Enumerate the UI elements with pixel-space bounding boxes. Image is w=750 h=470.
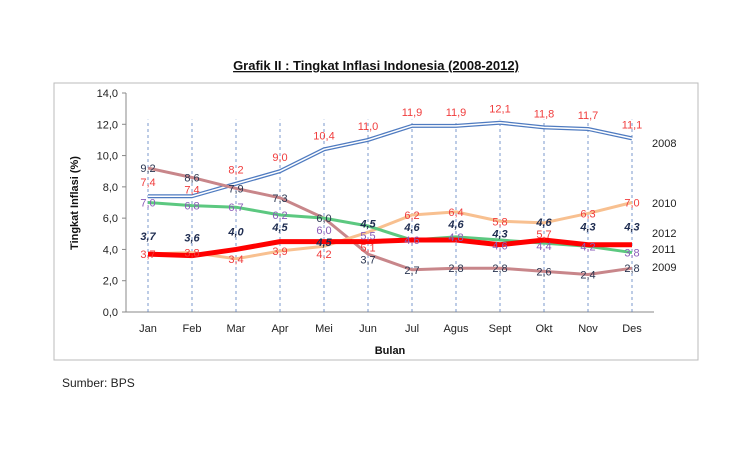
data-label-2008: 7,4 xyxy=(140,177,155,189)
data-label-2010: 3,9 xyxy=(272,246,287,258)
data-label-2008: 10,4 xyxy=(313,130,334,142)
data-label-2012: 4,0 xyxy=(227,226,244,238)
data-label-2011: 4,6 xyxy=(492,240,507,252)
data-label-2011: 6,7 xyxy=(228,202,243,214)
series-line-2010 xyxy=(147,201,633,261)
x-tick-label: Des xyxy=(622,323,642,335)
data-label-2010: 5,8 xyxy=(492,216,507,228)
x-tick-label: Apr xyxy=(271,323,288,335)
data-label-2011: 7,0 xyxy=(140,198,155,210)
data-label-2011: 5,5 xyxy=(360,231,375,243)
data-label-2012: 3,6 xyxy=(184,233,200,245)
data-label-2009: 8,6 xyxy=(184,172,199,184)
x-tick-label: Jul xyxy=(405,323,419,335)
data-label-2009: 3,7 xyxy=(360,255,375,267)
x-tick-label: Jan xyxy=(139,323,157,335)
legend-label-2010: 2010 xyxy=(652,198,676,210)
data-label-2009: 2,4 xyxy=(580,269,595,281)
y-tick-label: 12,0 xyxy=(97,119,118,131)
y-tick-label: 0,0 xyxy=(103,307,118,319)
data-label-2012: 4,6 xyxy=(403,222,420,234)
y-tick-label: 6,0 xyxy=(103,213,118,225)
series-line-2011 xyxy=(147,201,633,255)
y-tick-label: 10,0 xyxy=(97,151,118,163)
legend-label-2008: 2008 xyxy=(652,138,676,150)
data-label-2011: 3,8 xyxy=(624,248,639,260)
x-tick-label: Sept xyxy=(489,323,512,335)
x-tick-label: Mei xyxy=(315,323,333,335)
data-label-2009: 2,8 xyxy=(492,263,507,275)
data-label-2010: 6,3 xyxy=(580,208,595,220)
x-tick-label: Jun xyxy=(359,323,377,335)
y-axis-label: Tingkat Inflasi (%) xyxy=(69,156,81,250)
x-axis-label: Bulan xyxy=(375,345,406,357)
data-label-2009: 6,0 xyxy=(316,213,331,225)
data-label-2010: 3,7 xyxy=(140,249,155,261)
y-tick-label: 2,0 xyxy=(103,276,118,288)
data-label-2008: 11,7 xyxy=(578,110,599,122)
data-label-2012: 4,6 xyxy=(535,217,552,229)
data-label-2011: 4,8 xyxy=(448,232,463,244)
data-label-2012: 4,5 xyxy=(271,222,288,234)
series-line-2009 xyxy=(147,166,633,276)
data-label-2011: 4,2 xyxy=(580,241,595,253)
x-tick-label: Feb xyxy=(183,323,202,335)
data-label-2012: 4,5 xyxy=(359,219,376,231)
data-label-2011: 4,6 xyxy=(404,235,419,247)
legend-label-2012: 2012 xyxy=(652,228,676,240)
data-label-2009: 2,8 xyxy=(624,263,639,275)
data-label-2009: 7,3 xyxy=(272,193,287,205)
y-tick-label: 14,0 xyxy=(97,88,118,100)
data-label-2012: 4,3 xyxy=(579,222,595,234)
x-tick-label: Mar xyxy=(227,323,246,335)
data-label-2009: 2,7 xyxy=(404,265,419,277)
data-label-2008: 11,9 xyxy=(402,107,423,119)
data-label-2008: 11,1 xyxy=(622,119,643,131)
data-label-2010: 6,4 xyxy=(448,207,463,219)
data-label-2012: 3,7 xyxy=(140,231,156,243)
data-label-2008: 7,4 xyxy=(184,184,199,196)
data-label-2008: 9,0 xyxy=(272,152,287,164)
data-label-2010: 6,2 xyxy=(404,210,419,222)
data-label-2012: 4,5 xyxy=(315,237,332,249)
data-label-2011: 6,2 xyxy=(272,210,287,222)
x-tick-label: Agus xyxy=(443,323,469,335)
data-label-2010: 3,8 xyxy=(184,248,199,260)
legend-label-2011: 2011 xyxy=(652,244,676,256)
data-label-2010: 7,0 xyxy=(624,198,639,210)
legend-label-2009: 2009 xyxy=(652,262,676,274)
data-label-2010: 5,1 xyxy=(360,243,375,255)
data-label-2008: 11,0 xyxy=(358,121,379,133)
data-label-2010: 5,7 xyxy=(536,229,551,241)
x-tick-label: Nov xyxy=(578,323,598,335)
data-label-2011: 4,4 xyxy=(536,241,551,253)
data-label-2009: 2,8 xyxy=(448,263,463,275)
x-tick-label: Okt xyxy=(535,323,552,335)
data-label-2011: 6,0 xyxy=(316,225,331,237)
series-line-2012 xyxy=(147,237,632,259)
source-note: Sumber: BPS xyxy=(62,376,135,390)
data-label-2008: 12,1 xyxy=(489,104,510,116)
data-label-2011: 6,8 xyxy=(184,201,199,213)
chart-title: Grafik II : Tingkat Inflasi Indonesia (2… xyxy=(233,58,519,73)
data-label-2010: 3,4 xyxy=(228,254,243,266)
y-tick-label: 8,0 xyxy=(103,182,118,194)
data-label-2009: 2,6 xyxy=(536,266,551,278)
data-label-2009: 9,2 xyxy=(140,163,155,175)
y-tick-label: 4,0 xyxy=(103,244,118,256)
data-label-2012: 4,6 xyxy=(447,219,464,231)
data-label-2012: 4,3 xyxy=(623,222,639,234)
data-label-2009: 7,9 xyxy=(228,183,243,195)
data-label-2008: 8,2 xyxy=(228,165,243,177)
data-label-2012: 4,3 xyxy=(491,228,507,240)
data-label-2008: 11,9 xyxy=(446,107,467,119)
data-label-2008: 11,8 xyxy=(534,108,555,120)
data-label-2010: 4,2 xyxy=(316,249,331,261)
